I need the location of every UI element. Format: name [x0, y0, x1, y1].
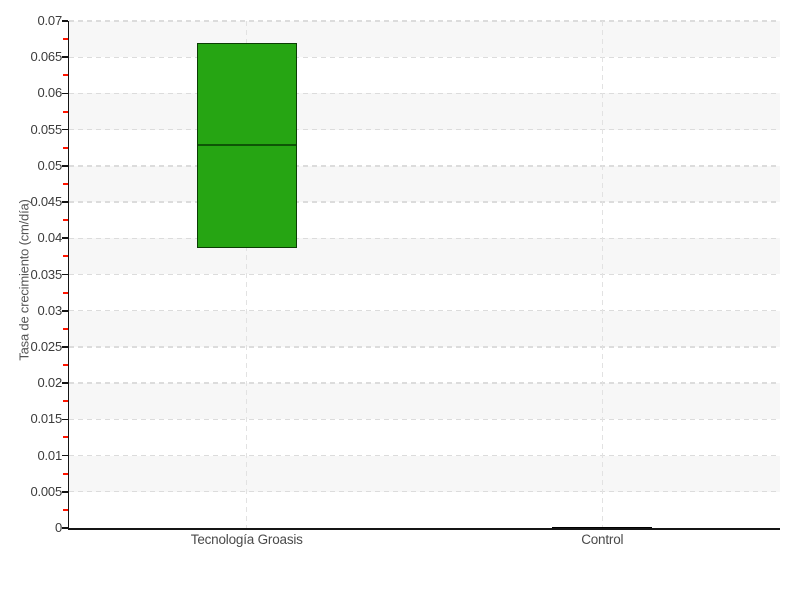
plot-row-band — [69, 310, 780, 347]
x-axis-line — [67, 528, 780, 530]
median-line — [197, 143, 296, 147]
h-gridline — [69, 273, 780, 276]
y-tick-label: 0.06 — [37, 85, 62, 101]
y-minor-tick — [63, 472, 68, 475]
h-gridline — [69, 491, 780, 493]
y-major-tick — [62, 454, 68, 457]
y-tick-label: 0.025 — [30, 338, 62, 354]
h-gridline — [69, 201, 780, 203]
y-tick-label: 0.055 — [30, 121, 62, 137]
y-tick-label: 0.015 — [30, 411, 62, 427]
y-minor-tick — [63, 182, 68, 185]
h-gridline — [69, 92, 780, 95]
y-tick-label: 0.035 — [30, 266, 62, 282]
y-major-tick — [62, 527, 68, 529]
y-axis-line — [67, 21, 70, 529]
y-tick-label: 0.005 — [30, 483, 62, 499]
y-major-tick — [62, 165, 68, 167]
y-minor-tick — [63, 364, 68, 367]
y-minor-tick — [63, 255, 68, 258]
y-tick-label: 0.07 — [37, 13, 62, 28]
y-major-tick — [62, 237, 68, 240]
y-major-tick — [62, 418, 68, 421]
plot-row-band — [69, 21, 780, 58]
y-tick-label: 0.045 — [30, 194, 62, 210]
y-major-tick — [62, 92, 68, 95]
y-major-tick — [62, 128, 68, 131]
h-gridline — [69, 454, 780, 457]
h-gridline — [69, 20, 780, 22]
h-gridline — [69, 237, 780, 239]
y-minor-tick — [63, 74, 68, 77]
x-category-label: Control — [581, 532, 624, 547]
y-tick-label: 0.04 — [37, 230, 62, 246]
y-tick-label: 0.065 — [30, 49, 62, 65]
y-major-tick — [62, 20, 68, 22]
plot-row-band — [69, 383, 780, 420]
y-minor-tick — [63, 110, 68, 113]
v-gridline — [601, 21, 603, 528]
y-tick-label: 0.02 — [37, 375, 62, 391]
plot-row-band — [69, 238, 780, 275]
y-minor-tick — [63, 146, 68, 149]
y-minor-tick — [63, 327, 68, 330]
y-minor-tick — [63, 400, 68, 403]
h-gridline — [69, 128, 780, 131]
box-tecnologia-groasis — [196, 42, 297, 248]
plot-row-band — [69, 165, 780, 203]
y-tick-label: 0.01 — [37, 447, 62, 463]
y-major-tick — [62, 201, 68, 203]
y-major-tick — [62, 382, 68, 384]
y-minor-tick — [63, 508, 68, 511]
x-category-label: Tecnología Groasis — [190, 532, 303, 547]
plot-row-band — [69, 93, 780, 130]
y-minor-tick — [63, 436, 68, 439]
plot-area — [69, 20, 780, 531]
h-gridline — [69, 165, 780, 167]
h-gridline — [69, 382, 780, 384]
y-tick-label: 0 — [54, 520, 62, 535]
y-minor-tick — [63, 291, 68, 294]
v-gridline — [246, 21, 248, 528]
y-major-tick — [62, 346, 68, 348]
y-major-tick — [62, 56, 68, 58]
plot-row-band — [69, 455, 780, 492]
y-tick-label: 0.05 — [37, 157, 62, 173]
y-major-tick — [62, 273, 68, 276]
h-gridline — [69, 56, 780, 58]
h-gridline — [69, 418, 780, 421]
y-major-tick — [62, 490, 68, 493]
y-major-tick — [62, 309, 68, 312]
y-minor-tick — [63, 219, 68, 222]
y-minor-tick — [63, 38, 68, 41]
h-gridline — [69, 346, 780, 348]
h-gridline — [69, 310, 780, 312]
y-tick-label: 0.03 — [37, 302, 62, 318]
